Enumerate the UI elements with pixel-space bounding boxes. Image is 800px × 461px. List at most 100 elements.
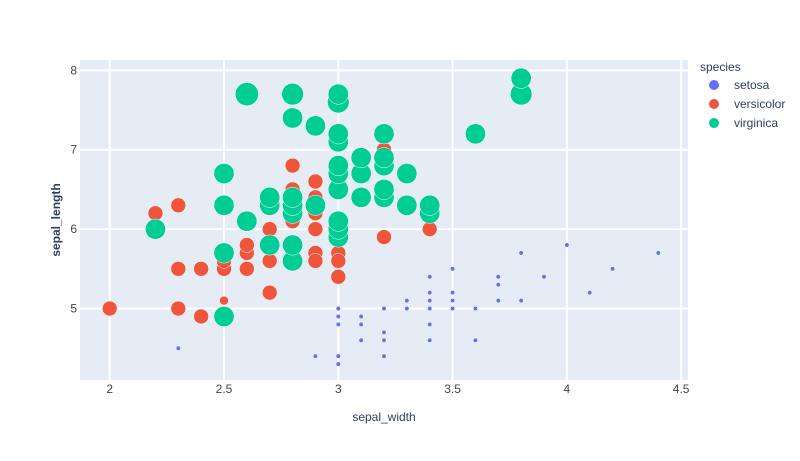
legend-label-virginica[interactable]: virginica	[734, 116, 778, 130]
data-point[interactable]	[259, 234, 281, 256]
data-point[interactable]	[307, 173, 324, 190]
data-point[interactable]	[373, 147, 395, 169]
data-point[interactable]	[518, 298, 524, 304]
data-point[interactable]	[419, 194, 441, 216]
data-point[interactable]	[170, 197, 187, 214]
data-point[interactable]	[564, 242, 570, 248]
data-point[interactable]	[495, 274, 501, 280]
legend-label-versicolor[interactable]: versicolor	[734, 97, 785, 111]
data-point[interactable]	[450, 306, 456, 312]
data-point[interactable]	[335, 361, 341, 367]
data-point[interactable]	[282, 234, 303, 256]
data-point[interactable]	[358, 321, 364, 327]
data-point[interactable]	[219, 295, 229, 306]
data-point[interactable]	[281, 83, 304, 106]
data-point[interactable]	[239, 237, 255, 253]
legend-marker-setosa[interactable]	[709, 80, 719, 90]
data-point[interactable]	[587, 290, 593, 296]
data-point[interactable]	[610, 266, 616, 272]
data-point[interactable]	[305, 194, 326, 216]
data-point[interactable]	[518, 250, 524, 256]
data-point[interactable]	[381, 337, 387, 343]
data-point[interactable]	[193, 261, 209, 277]
y-axis-ticks: 5 6 7 8	[70, 63, 77, 315]
data-point[interactable]	[307, 221, 324, 237]
data-point[interactable]	[350, 186, 372, 208]
data-point[interactable]	[472, 337, 478, 343]
data-point[interactable]	[330, 269, 347, 285]
data-point[interactable]	[305, 115, 326, 137]
data-point[interactable]	[327, 155, 349, 176]
plot-background	[80, 60, 688, 380]
data-point[interactable]	[427, 298, 433, 304]
data-point[interactable]	[450, 266, 456, 272]
data-point[interactable]	[145, 218, 166, 240]
data-point[interactable]	[147, 205, 164, 222]
data-point[interactable]	[335, 313, 341, 319]
y-tick-label: 5	[70, 302, 77, 316]
data-point[interactable]	[170, 300, 187, 317]
data-point[interactable]	[396, 163, 418, 184]
legend-marker-versicolor[interactable]	[709, 99, 719, 109]
data-point[interactable]	[335, 306, 341, 312]
data-point[interactable]	[358, 337, 364, 343]
data-point[interactable]	[404, 306, 410, 312]
data-point[interactable]	[381, 306, 387, 312]
data-point[interactable]	[381, 353, 387, 359]
data-point[interactable]	[213, 306, 235, 327]
data-point[interactable]	[327, 123, 349, 145]
data-point[interactable]	[510, 67, 532, 89]
data-point[interactable]	[358, 313, 364, 319]
data-point[interactable]	[327, 210, 349, 232]
data-point[interactable]	[396, 194, 418, 216]
data-point[interactable]	[213, 242, 235, 264]
data-point[interactable]	[327, 83, 349, 105]
data-point[interactable]	[261, 284, 278, 301]
data-point[interactable]	[193, 308, 209, 325]
data-point[interactable]	[472, 306, 478, 312]
data-point[interactable]	[170, 261, 187, 277]
data-point[interactable]	[259, 186, 281, 208]
data-point[interactable]	[239, 261, 255, 277]
data-point[interactable]	[261, 221, 278, 237]
data-point[interactable]	[335, 353, 341, 359]
data-point[interactable]	[381, 329, 387, 335]
data-point[interactable]	[427, 306, 433, 312]
legend-label-setosa[interactable]: setosa	[734, 78, 770, 92]
data-point[interactable]	[350, 147, 372, 169]
data-point[interactable]	[373, 123, 395, 145]
data-point[interactable]	[373, 179, 395, 200]
data-point[interactable]	[450, 290, 456, 296]
data-point[interactable]	[213, 194, 235, 216]
data-point[interactable]	[427, 321, 433, 327]
data-point[interactable]	[284, 157, 301, 174]
data-point[interactable]	[655, 250, 661, 256]
data-point[interactable]	[282, 186, 303, 208]
data-point[interactable]	[330, 253, 347, 269]
data-point[interactable]	[234, 82, 259, 107]
data-point[interactable]	[312, 353, 318, 359]
data-point[interactable]	[261, 253, 278, 269]
x-axis-ticks: 2 2.5 3 3.5 4 4.5	[106, 382, 689, 396]
data-point[interactable]	[427, 337, 433, 343]
data-point[interactable]	[495, 298, 501, 304]
data-point[interactable]	[541, 274, 547, 280]
data-point[interactable]	[495, 282, 501, 288]
data-point[interactable]	[213, 163, 235, 184]
data-point[interactable]	[376, 229, 392, 245]
data-point[interactable]	[335, 321, 341, 327]
data-point[interactable]	[282, 107, 303, 129]
y-axis-title: sepal_length	[49, 183, 63, 256]
x-tick-label: 4.5	[673, 382, 690, 396]
data-point[interactable]	[427, 290, 433, 296]
data-point[interactable]	[404, 298, 410, 304]
data-point[interactable]	[101, 300, 118, 317]
data-point[interactable]	[175, 345, 181, 351]
data-point[interactable]	[421, 221, 438, 237]
data-point[interactable]	[236, 210, 258, 232]
data-point[interactable]	[307, 253, 324, 269]
data-point[interactable]	[427, 274, 433, 280]
legend-marker-virginica[interactable]	[709, 118, 719, 128]
data-point[interactable]	[450, 298, 456, 304]
data-point[interactable]	[465, 123, 486, 145]
